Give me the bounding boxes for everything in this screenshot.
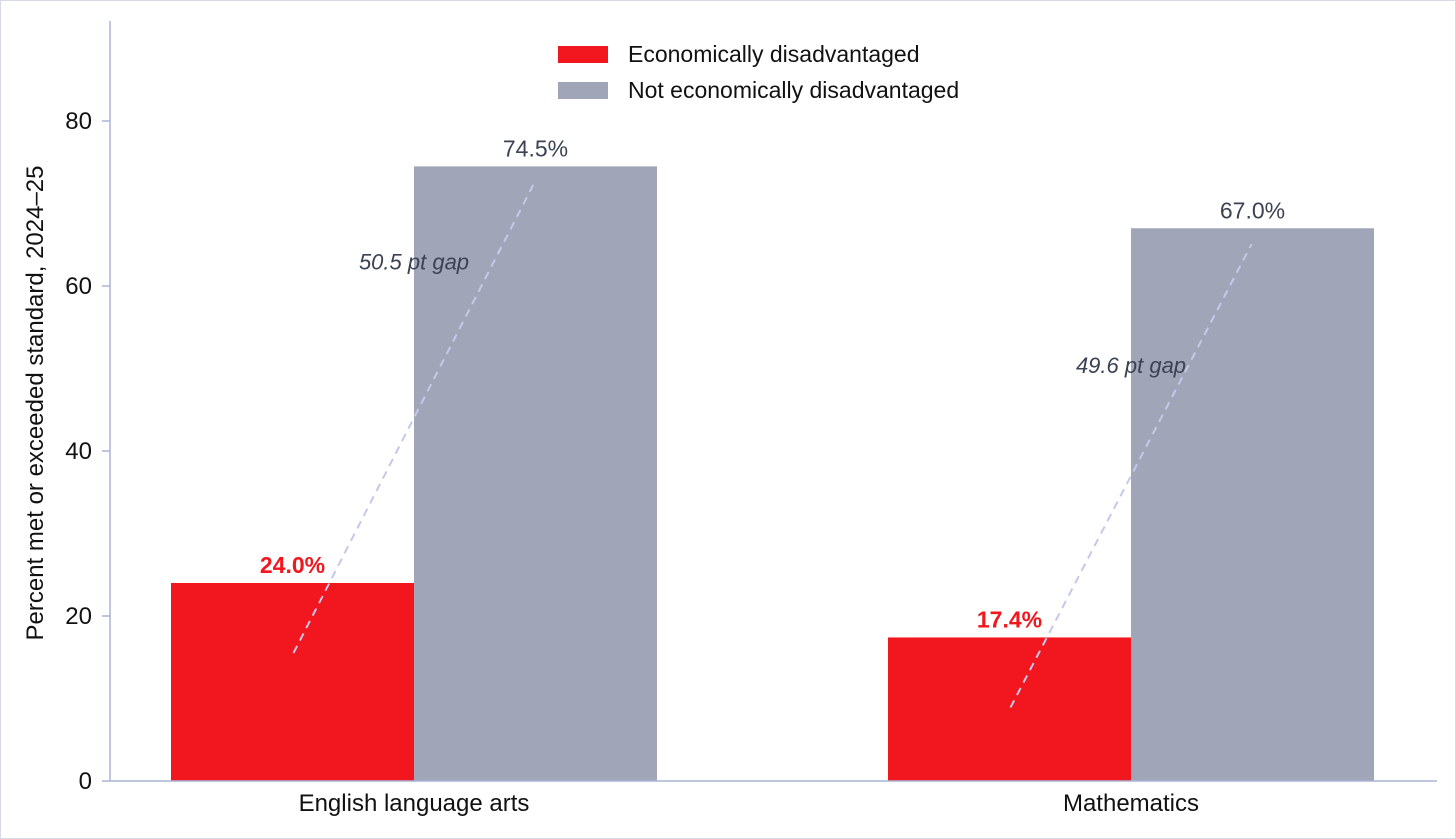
- y-tick-label: 60: [65, 273, 92, 300]
- y-tick-label: 0: [79, 768, 92, 795]
- legend-label: Not economically disadvantaged: [628, 77, 959, 103]
- bar-value-label: 24.0%: [260, 552, 325, 578]
- legend-swatch: [558, 46, 608, 63]
- gap-annotations: 50.5 pt gap 49.6 pt gap: [292, 181, 1253, 708]
- bar-value-label: 67.0%: [1220, 197, 1285, 223]
- bar-economically-disadvantaged: [171, 583, 414, 781]
- legend-label: Economically disadvantaged: [628, 41, 920, 67]
- gap-dashed-line: [1009, 243, 1253, 708]
- gap-dashed-line: [292, 181, 536, 654]
- y-tick-label: 80: [65, 108, 92, 135]
- x-category-labels: English language arts Mathematics: [299, 790, 1199, 817]
- y-tick-label: 40: [65, 438, 92, 465]
- y-ticks: 0 20 40 60 80: [65, 108, 110, 795]
- bar-not-economically-disadvantaged: [1131, 228, 1374, 781]
- bar-value-label: 17.4%: [977, 606, 1042, 632]
- gap-label: 49.6 pt gap: [1076, 353, 1186, 378]
- legend: Economically disadvantaged Not economical…: [558, 41, 959, 103]
- legend-swatch: [558, 82, 608, 99]
- bar-economically-disadvantaged: [888, 637, 1131, 781]
- bar-value-label: 74.5%: [503, 135, 568, 161]
- axes-group: [109, 21, 1437, 782]
- bar-not-economically-disadvantaged: [414, 166, 657, 781]
- bars-group: 24.0% 17.4% 74.5% 67.0%: [171, 135, 1374, 781]
- gap-label: 50.5 pt gap: [359, 250, 469, 275]
- x-category-label: Mathematics: [1063, 790, 1199, 817]
- y-axis-title: Percent met or exceeded standard, 2024–2…: [22, 166, 49, 641]
- y-tick-label: 20: [65, 603, 92, 630]
- x-category-label: English language arts: [299, 790, 530, 817]
